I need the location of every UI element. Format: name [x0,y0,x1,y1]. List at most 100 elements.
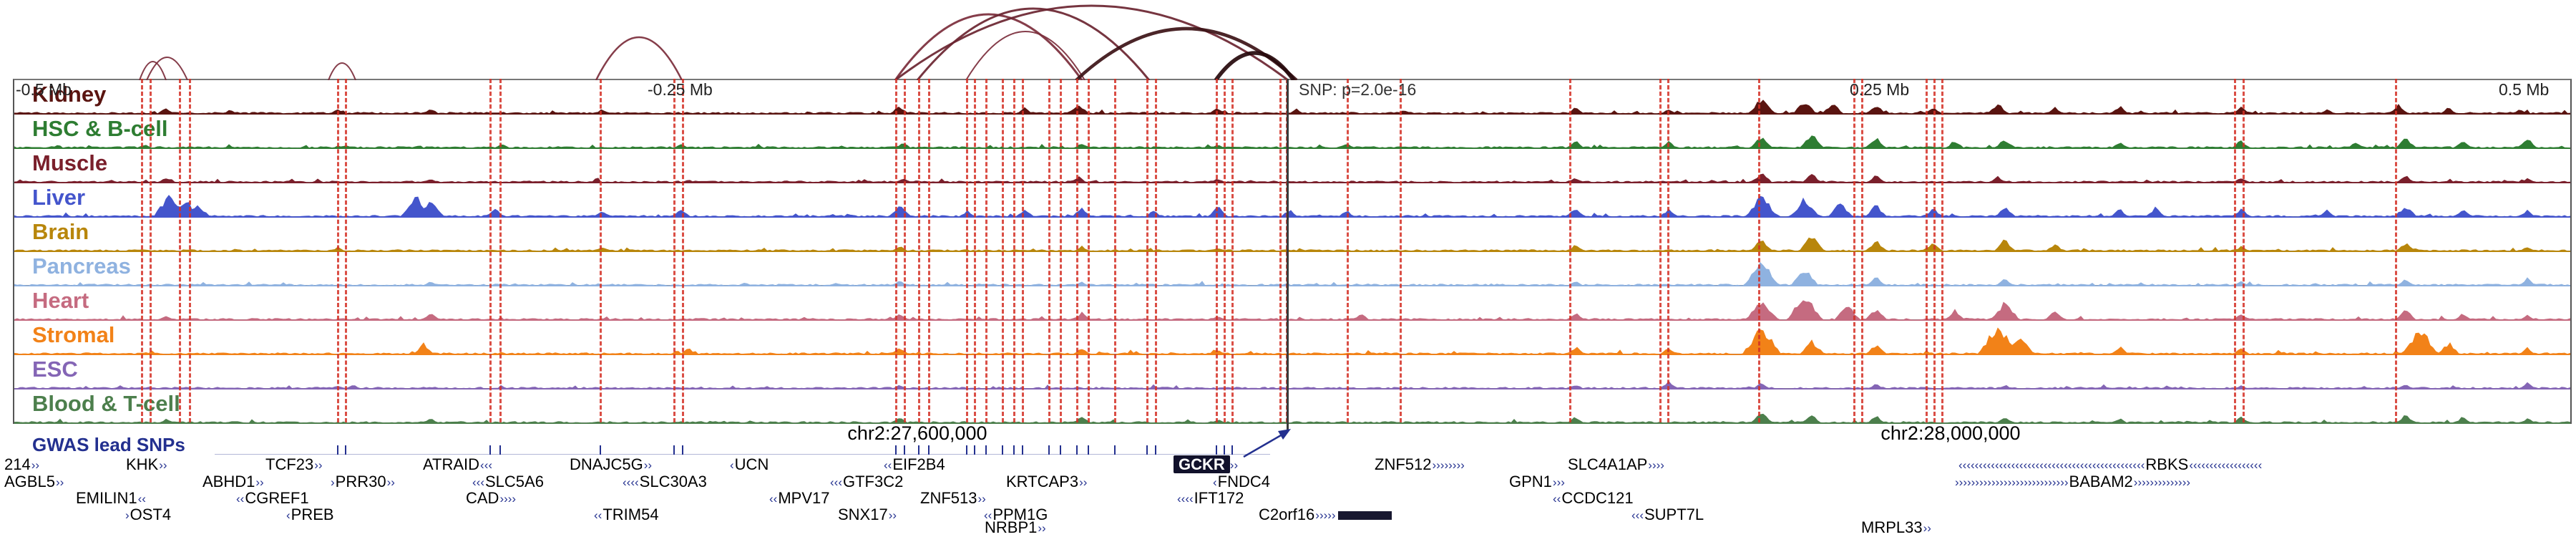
gene-FNDC4[interactable]: ‹FNDC4 [1213,474,1271,490]
gene-name-label: CAD [466,489,499,507]
gwas-snp-tick [1022,445,1023,455]
interaction-arc [595,37,683,80]
gene-TRIM54[interactable]: ‹‹TRIM54 [594,507,660,523]
snp-position-line [1216,79,1218,422]
track-label-stromal: Stromal [32,322,115,347]
gene-name-label: ABHD1 [203,473,255,490]
track-row-liver[interactable]: Liver [14,183,2570,218]
gene-name-label: TRIM54 [602,505,659,523]
gene-ABHD1[interactable]: ABHD1›› [202,474,264,490]
gene-name-label: EIF2B4 [892,455,945,473]
gene-GTF3C2[interactable]: ‹‹‹GTF3C2 [830,474,904,490]
gwas-snp-tick [1013,445,1015,455]
snp-position-line [1347,79,1349,422]
gene-strand-chevrons: ››››› [1315,508,1336,522]
gene-UCN[interactable]: ‹UCN [730,457,769,473]
gene-SNX17[interactable]: SNX17›› [837,507,897,523]
gene-strand-chevrons: ‹‹ [769,492,778,505]
gene-GCKR[interactable]: GCKR ›› [1174,455,1238,473]
gene-CGREF1[interactable]: ‹‹CGREF1 [236,490,310,507]
gene-name-label: PPM1G [992,505,1048,523]
track-label-hsc-b-cell: HSC & B-cell [32,116,168,141]
track-row-muscle[interactable]: Muscle [14,149,2570,183]
gene-TCF23[interactable]: TCF23›› [265,457,323,473]
gene-C2orf16[interactable]: C2orf16››››› [1258,507,1392,523]
track-row-heart[interactable]: Heart [14,286,2570,321]
gene-name-label: SUPT7L [1644,505,1704,523]
snp-position-line [150,79,152,422]
gene-name-label: NRBP1 [985,518,1038,536]
gene-ZNF513[interactable]: ZNF513›› [919,490,986,507]
snp-position-line [2234,79,2236,422]
snp-position-line [966,79,968,422]
signal-plot-brain [14,237,2570,252]
track-row-brain[interactable]: Brain [14,218,2570,252]
gene-AGBL5[interactable]: AGBL5›› [4,474,64,490]
snp-pointer-arrow-icon [1243,429,1291,458]
gene-strand-chevrons: ›››››››››››››› [2133,475,2191,489]
gene-ATRAID[interactable]: ATRAID‹‹‹ [422,457,492,473]
track-row-blood-t-cell[interactable]: Blood & T-cell [14,390,2570,424]
snp-position-line [1279,79,1282,422]
snp-position-line [974,79,976,422]
track-row-esc[interactable]: ESC [14,355,2570,390]
gene-name-label: ZNF513 [920,489,977,507]
gene-SLC5A6[interactable]: ‹‹‹SLC5A6 [472,474,545,490]
gene-name-label: GPN1 [1509,473,1552,490]
snp-position-line [1060,79,1062,422]
gene-EMILIN1[interactable]: EMILIN1‹‹ [75,490,146,507]
gene-OST4[interactable]: ›OST4 [125,507,172,523]
gene-name-label: KRTCAP3 [1006,473,1079,490]
snp-position-line [489,79,492,422]
gene-SLC30A3[interactable]: ‹‹‹‹SLC30A3 [623,474,708,490]
gene-MRPL33[interactable]: MRPL33›› [1860,520,1931,536]
track-row-stromal[interactable]: Stromal [14,321,2570,355]
gene-MPV17[interactable]: ‹‹MPV17 [769,490,830,507]
gwas-snp-tick [918,445,919,455]
gene-strand-chevrons: ›› [888,508,897,522]
snp-position-line [1933,79,1936,422]
gene-ZNF512[interactable]: ZNF512›››››››› [1374,457,1465,473]
gene-name-label: SNX17 [838,505,888,523]
gene-strand-chevrons: ‹ [1213,475,1217,489]
signal-tracks-panel[interactable]: Kidney HSC & B-cell Muscle Liver Brain Pancre… [13,79,2572,424]
gene-name-label: OST4 [130,505,172,523]
track-label-kidney: Kidney [32,82,107,107]
gene-BABAM2[interactable]: ››››››››››››››››››››››››››››BABAM2››››››… [1955,474,2190,490]
gene-KRTCAP3[interactable]: KRTCAP3›› [1005,474,1087,490]
gene-strand-chevrons: ›› [159,458,167,472]
gene-strand-chevrons: ‹ [730,458,734,472]
gene-strand-chevrons: ››› [1552,475,1565,489]
scale-label: 0.5 Mb [2499,80,2550,99]
gene-SLC4A1AP[interactable]: SLC4A1AP›››› [1567,457,1664,473]
gene-PPM1G[interactable]: ‹‹PPM1G [984,507,1048,523]
track-row-hsc-b-cell[interactable]: HSC & B-cell [14,115,2570,149]
gene-KHK[interactable]: KHK›› [125,457,167,473]
interaction-arc [1214,51,1296,80]
gene-name-label: KHK [126,455,159,473]
gene-NRBP1[interactable]: NRBP1›› [984,520,1046,536]
gwas-snp-tick [337,445,338,455]
snp-position-line [499,79,502,422]
gene-SUPT7L[interactable]: ‹‹‹SUPT7L [1631,507,1704,523]
gene-strand-chevrons: ‹‹‹ [830,475,842,489]
gene-strand-chevrons: ›››››››››››››››››››››››››››› [1955,475,2069,489]
gene-GPN1[interactable]: GPN1››› [1508,474,1565,490]
gene-RBKS[interactable]: ‹‹‹‹‹‹‹‹‹‹‹‹‹‹‹‹‹‹‹‹‹‹‹‹‹‹‹‹‹‹‹‹‹‹‹‹‹‹‹‹… [1958,457,2262,473]
gene-CCDC121[interactable]: ‹‹CCDC121 [1553,490,1634,507]
track-row-kidney[interactable]: Kidney [14,80,2570,115]
gene-IFT172[interactable]: ‹‹‹‹IFT172 [1177,490,1244,507]
snp-position-line [600,79,602,422]
snp-position-line [1048,79,1050,422]
gene-name-label: MPV17 [778,489,830,507]
track-row-pancreas[interactable]: Pancreas [14,252,2570,286]
gene-214[interactable]: 214›› [4,457,39,473]
gwas-snp-baseline [215,454,1270,455]
gene-EIF2B4[interactable]: ‹‹EIF2B4 [884,457,946,473]
gene-PREB[interactable]: ‹PREB [286,507,335,523]
gene-strand-chevrons: ‹‹ [884,458,892,472]
gene-PRR30[interactable]: ›PRR30›› [331,474,395,490]
gene-strand-chevrons: ‹‹‹ [1631,508,1644,522]
gene-CAD[interactable]: CAD›››› [465,490,516,507]
gene-DNAJC5G[interactable]: DNAJC5G›› [569,457,652,473]
